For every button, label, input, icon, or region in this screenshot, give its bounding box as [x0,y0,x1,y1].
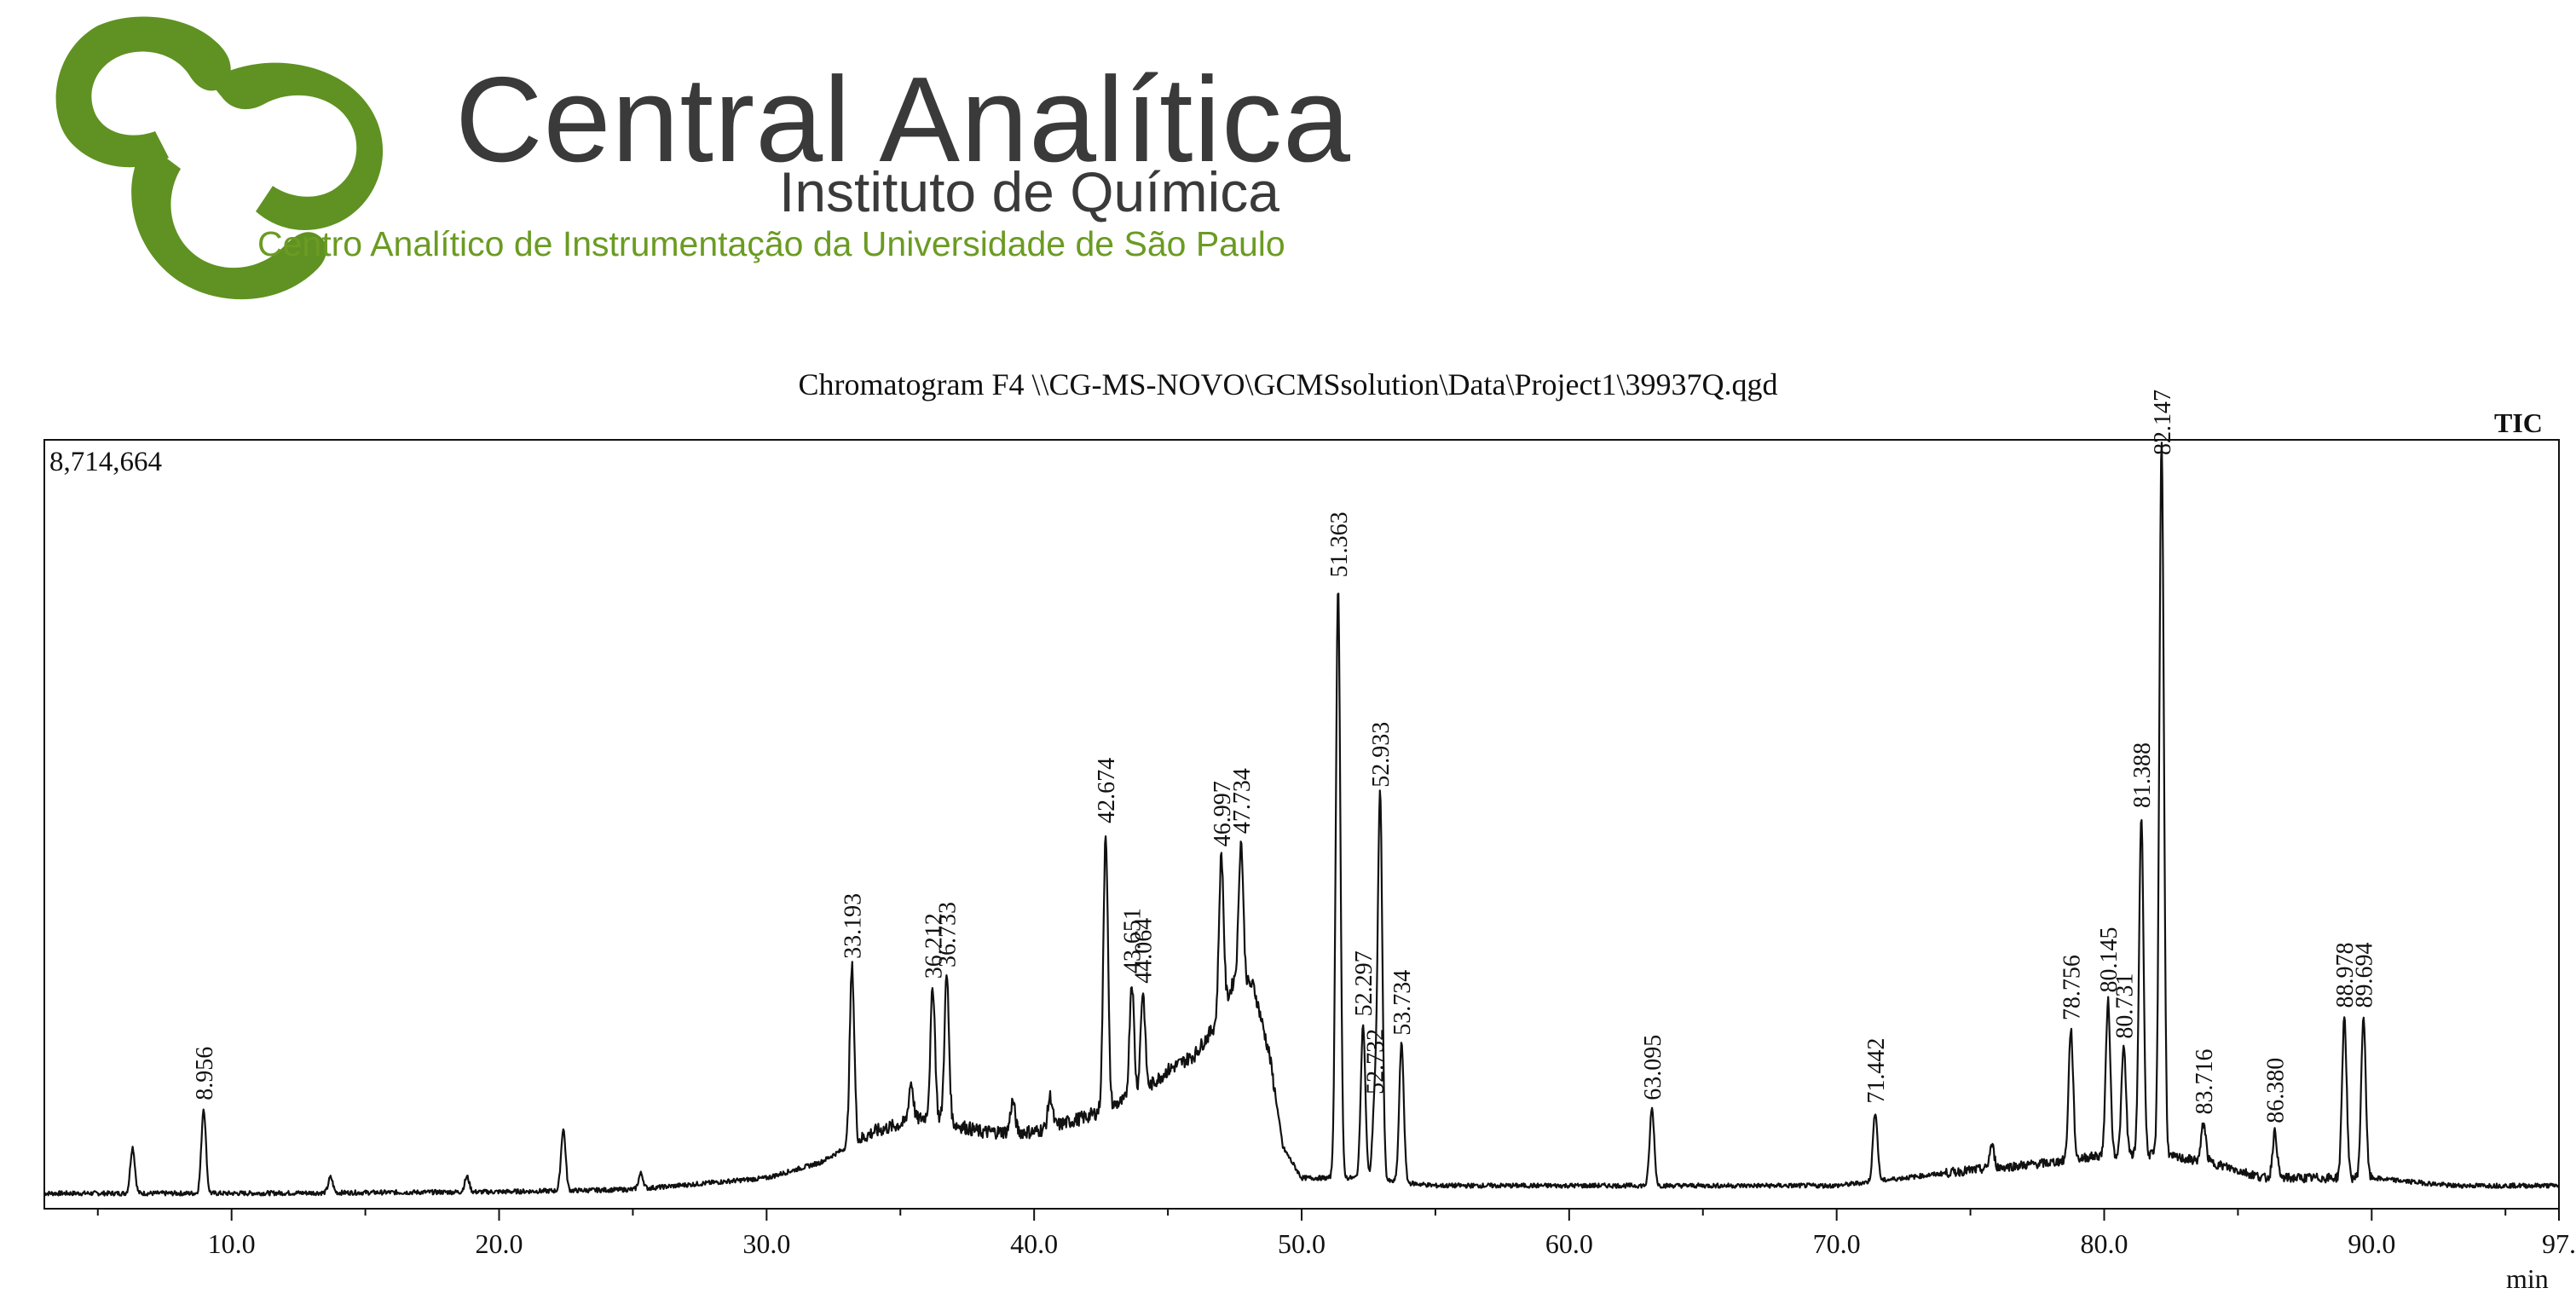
peak-label: 52.297 [1351,950,1378,1016]
peak-label: 52.933 [1368,722,1395,788]
x-tick-label: 80.0 [2080,1228,2128,1259]
peak-label: 36.212 [921,913,947,979]
peak-label: 71.442 [1863,1038,1890,1104]
x-tick-label: 10.0 [208,1228,256,1259]
peak-label: 83.716 [2192,1049,2218,1115]
peak-label: 88.978 [2332,943,2359,1008]
x-tick-label: 60.0 [1545,1228,1593,1259]
peak-label: 80.731 [2111,973,2138,1039]
x-tick-label: 90.0 [2348,1228,2395,1259]
peak-label: 8.956 [192,1047,218,1100]
peak-label: 82.147 [2150,390,2176,455]
peak-label: 51.363 [1326,511,1353,577]
peak-label: 89.694 [2352,943,2378,1008]
tic-trace [43,442,2560,1197]
x-tick-label: 50.0 [1278,1228,1326,1259]
peak-label: 46.997 [1210,781,1236,846]
peak-label: 33.193 [840,893,867,959]
central-analitica-logo [55,16,384,300]
peak-label: 44.064 [1131,918,1158,984]
peak-label: 80.145 [2096,927,2123,993]
x-tick-label: 20.0 [476,1228,523,1259]
peak-label: 52.732 [1363,1029,1389,1094]
peak-label: 63.095 [1640,1035,1666,1100]
peak-label: 47.734 [1229,768,1256,834]
peak-label: 42.674 [1094,758,1120,823]
peak-label: 78.756 [2059,955,2085,1020]
chart-title: Chromatogram F4 \\CG-MS-NOVO\GCMSsolutio… [798,367,1778,401]
peak-label: 81.388 [2129,742,2156,808]
peak-label: 53.734 [1389,970,1416,1036]
x-tick-label: 97. [2542,1228,2576,1259]
y-max-label: 8,714,664 [49,447,162,477]
x-tick-label: 70.0 [1813,1228,1861,1259]
peak-label: 86.380 [2263,1058,2290,1123]
peak-label: 43.651 [1120,908,1146,973]
plot-frame [43,439,2560,1210]
x-tick-label: 30.0 [742,1228,790,1259]
org-name: Central Analítica [455,52,1352,188]
org-subtitle: Instituto de Química [779,160,1279,223]
org-tagline: Centro Analítico de Instrumentação da Un… [257,224,1285,263]
x-tick-label: 40.0 [1010,1228,1058,1259]
signal-label: TIC [2494,407,2543,438]
peak-label: 36.733 [935,902,962,967]
x-axis-unit: min [2506,1263,2549,1294]
